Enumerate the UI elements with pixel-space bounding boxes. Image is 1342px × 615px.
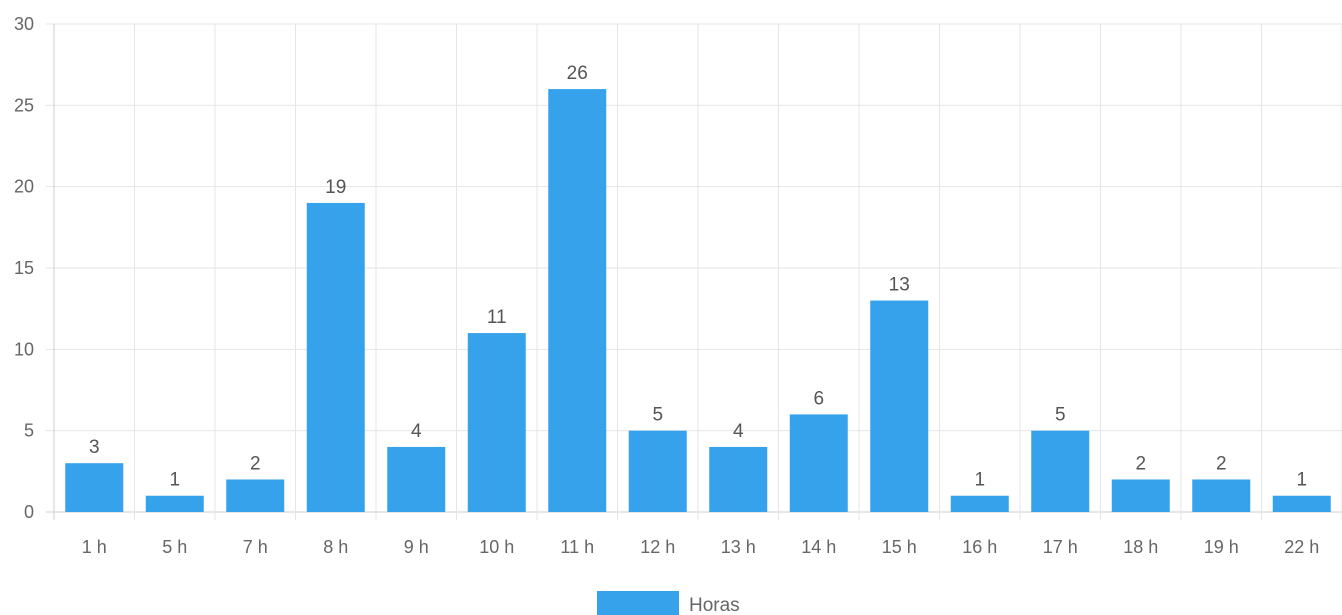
bar-1h[interactable] [65,463,124,512]
y-tick-label: 0 [24,502,34,522]
bar-10h[interactable] [467,333,526,512]
data-label: 6 [813,388,824,409]
bar-12h[interactable] [628,430,687,512]
data-label: 4 [411,421,422,442]
y-tick-label: 30 [14,14,34,34]
data-label: 2 [1135,453,1146,474]
x-tick-label: 22 h [1284,537,1319,557]
x-tick-label: 19 h [1204,537,1239,557]
legend-swatch-horas[interactable] [597,591,679,615]
x-tick-label: 8 h [323,537,348,557]
bar-18h[interactable] [1111,479,1170,512]
data-label: 2 [250,453,261,474]
x-tick-label: 16 h [962,537,997,557]
x-tick-label: 15 h [882,537,917,557]
y-tick-label: 25 [14,95,34,115]
x-tick-label: 5 h [162,537,187,557]
data-label: 1 [974,470,985,491]
legend[interactable]: Horas [597,591,740,615]
data-label: 2 [1216,453,1227,474]
data-label: 1 [169,470,180,491]
data-label: 11 [487,307,507,328]
bar-19h[interactable] [1192,479,1251,512]
y-tick-label: 20 [14,177,34,197]
bar-7h[interactable] [226,479,285,512]
y-tick-label: 10 [14,339,34,359]
x-tick-label: 14 h [801,537,836,557]
x-tick-label: 12 h [640,537,675,557]
grid [46,23,1342,520]
data-label: 1 [1296,470,1307,491]
x-tick-label: 13 h [721,537,756,557]
x-tick-label: 17 h [1043,537,1078,557]
bar-9h[interactable] [387,446,446,512]
bar-22h[interactable] [1272,495,1331,512]
data-label: 4 [733,421,744,442]
bar-13h[interactable] [709,446,768,512]
bar-5h[interactable] [145,495,204,512]
bar-16h[interactable] [950,495,1009,512]
bar-8h[interactable] [306,202,365,512]
y-tick-label: 5 [24,421,34,441]
bar-11h[interactable] [548,89,607,513]
data-label: 5 [1055,405,1066,426]
data-label: 5 [652,405,663,426]
bar-17h[interactable] [1031,430,1090,512]
x-axis: 1 h 5 h 7 h 8 h 9 h 10 h 11 h 12 h 13 h 14 h 15 h 1… [82,537,1320,557]
y-tick-label: 15 [14,258,34,278]
x-tick-label: 11 h [560,537,594,557]
x-tick-label: 7 h [243,537,268,557]
legend-label-horas[interactable]: Horas [689,595,740,615]
bar-series-horas [65,89,1331,513]
data-label: 13 [889,275,910,296]
x-tick-label: 18 h [1123,537,1158,557]
x-tick-label: 1 h [82,537,107,557]
data-label: 19 [325,177,346,198]
data-labels: 3 1 2 19 4 11 26 5 4 6 13 1 5 2 2 1 [89,63,1307,491]
data-label: 3 [89,437,100,458]
bar-14h[interactable] [789,414,848,512]
x-tick-label: 9 h [404,537,429,557]
data-label: 26 [567,63,588,84]
bar-15h[interactable] [870,300,929,512]
y-axis: 0 5 10 15 20 25 30 [14,14,34,522]
x-tick-label: 10 h [479,537,514,557]
